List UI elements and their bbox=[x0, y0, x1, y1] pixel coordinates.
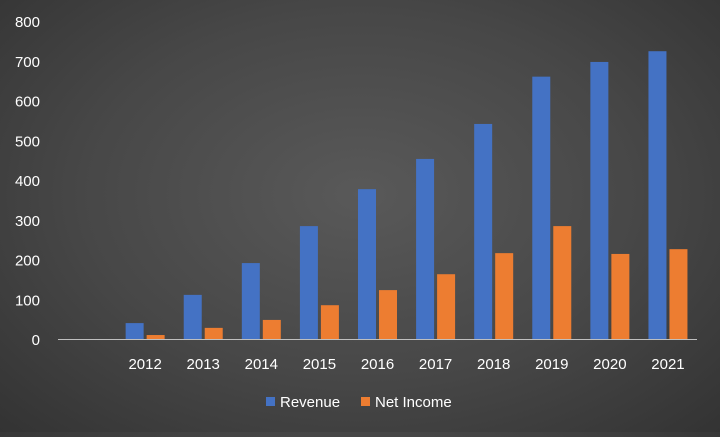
x-tick-label: 2014 bbox=[245, 356, 278, 373]
bar-net-income bbox=[146, 335, 165, 339]
x-tick-label: 2013 bbox=[187, 356, 220, 373]
bar-net-income bbox=[379, 290, 397, 339]
bar-revenue bbox=[299, 226, 318, 339]
x-tick-label: 2020 bbox=[593, 356, 626, 373]
legend-label: Revenue bbox=[280, 394, 340, 411]
bar-net-income bbox=[553, 226, 572, 339]
x-tick-label: 2015 bbox=[303, 356, 336, 373]
bar-revenue bbox=[648, 51, 667, 340]
y-tick-label: 0 bbox=[32, 332, 40, 349]
y-tick-label: 600 bbox=[15, 94, 40, 111]
y-axis-ticks: 0 100 200 300 400 500 600 700 800 bbox=[15, 14, 40, 349]
x-tick-label: 2021 bbox=[651, 356, 684, 373]
y-tick-label: 400 bbox=[15, 173, 40, 190]
x-tick-label: 2016 bbox=[361, 356, 394, 373]
bar-net-income bbox=[611, 253, 630, 339]
y-tick-label: 200 bbox=[15, 253, 40, 270]
y-tick-label: 300 bbox=[15, 213, 40, 230]
x-tick-label: 2018 bbox=[477, 356, 510, 373]
legend-label: Net Income bbox=[375, 394, 452, 411]
bar-net-income bbox=[437, 274, 456, 339]
legend-swatch bbox=[361, 397, 370, 406]
bar-revenue bbox=[358, 189, 376, 339]
y-tick-label: 800 bbox=[15, 14, 40, 31]
bar-net-income bbox=[320, 305, 339, 339]
x-axis-ticks: 2012 2013 2014 2015 2016 2017 2018 2019 2020 2021 bbox=[128, 356, 684, 373]
bar-revenue bbox=[241, 263, 260, 339]
bar-revenue bbox=[416, 158, 435, 339]
x-tick-label: 2012 bbox=[128, 356, 161, 373]
x-tick-label: 2019 bbox=[535, 356, 568, 373]
bar-net-income bbox=[495, 253, 514, 339]
x-tick-label: 2017 bbox=[419, 356, 452, 373]
bar-net-income bbox=[669, 249, 688, 339]
bars-group bbox=[125, 51, 688, 340]
y-tick-label: 500 bbox=[15, 133, 40, 150]
legend: Revenue Net Income bbox=[266, 394, 452, 411]
y-tick-label: 700 bbox=[15, 54, 40, 71]
bar-revenue bbox=[474, 123, 493, 339]
bar-revenue bbox=[590, 61, 609, 339]
bar-net-income bbox=[204, 327, 223, 339]
bar-revenue bbox=[532, 76, 551, 340]
bar-revenue bbox=[125, 323, 144, 339]
bar-revenue bbox=[183, 294, 202, 339]
legend-swatch bbox=[266, 397, 275, 406]
bar-net-income bbox=[262, 319, 281, 339]
y-tick-label: 100 bbox=[15, 292, 40, 309]
